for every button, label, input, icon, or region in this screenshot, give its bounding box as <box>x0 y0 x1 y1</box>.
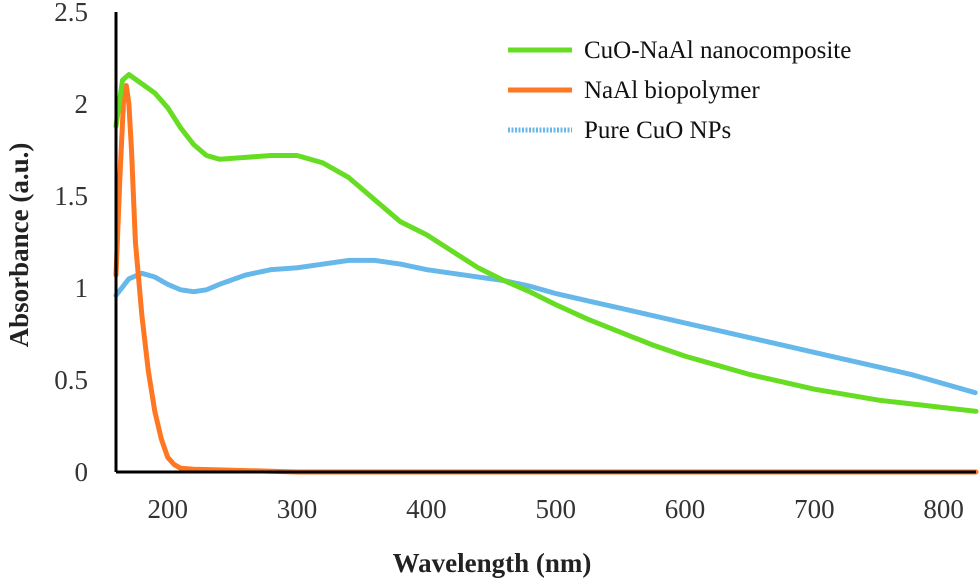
x-tick-label: 600 <box>665 494 706 524</box>
x-axis-ticks: 200 300 400 500 600 700 800 <box>147 494 963 524</box>
x-tick-label: 700 <box>794 494 835 524</box>
legend-label: Pure CuO NPs <box>584 117 731 144</box>
y-axis-ticks: 0 0.5 1 1.5 2 2.5 <box>54 0 88 487</box>
y-tick-label: 1 <box>75 273 89 303</box>
x-tick-label: 400 <box>406 494 447 524</box>
x-tick-label: 500 <box>535 494 576 524</box>
series-line-naal <box>113 83 979 475</box>
y-tick-label: 2.5 <box>54 0 88 27</box>
y-axis-title: Absorbance (a.u.) <box>4 143 34 348</box>
legend: CuO-NaAl nanocomposite NaAl biopolymer Pur… <box>508 37 851 144</box>
series-line-pure-cuo <box>113 257 979 396</box>
series-layer <box>113 72 979 475</box>
x-tick-label: 800 <box>923 494 964 524</box>
y-tick-label: 0.5 <box>54 365 88 395</box>
plot-area <box>113 12 979 475</box>
y-tick-label: 1.5 <box>54 181 88 211</box>
series-line-cuo-naal <box>113 72 979 414</box>
y-tick-label: 2 <box>75 89 89 119</box>
y-tick-label: 0 <box>75 457 89 487</box>
x-tick-label: 300 <box>277 494 318 524</box>
x-tick-label: 200 <box>147 494 188 524</box>
x-axis-title: Wavelength (nm) <box>393 548 592 578</box>
legend-label: CuO-NaAl nanocomposite <box>584 37 851 64</box>
legend-label: NaAl biopolymer <box>584 77 760 104</box>
